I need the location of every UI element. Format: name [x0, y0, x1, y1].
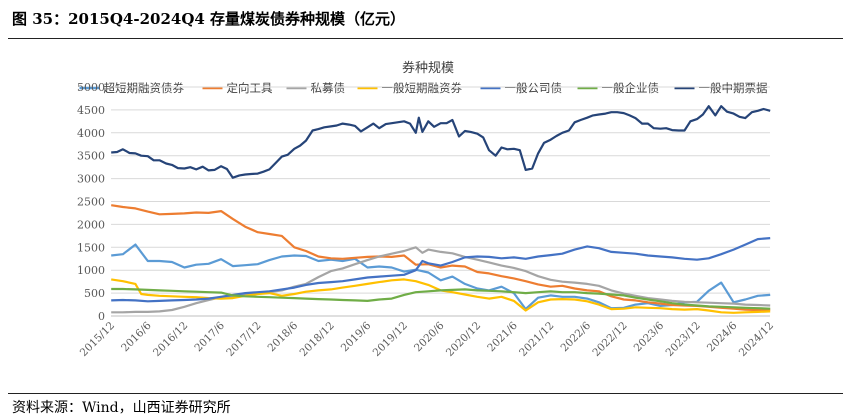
legend-item: 私募债 [286, 81, 346, 95]
legend-label: 一般短期融资券 [382, 81, 463, 95]
series-group [111, 105, 771, 314]
x-tick-label: 2021/6 [485, 319, 520, 354]
series-line-1 [111, 243, 771, 311]
series-line-2 [111, 204, 771, 312]
x-tick-label: 2024/12 [737, 320, 776, 359]
x-tick-label: 2023/6 [632, 319, 667, 354]
x-tick-label: 2022/12 [590, 320, 629, 359]
y-tick-label: 3500 [77, 150, 105, 163]
x-tick-label: 2022/6 [558, 319, 593, 354]
x-tick-label: 2017/12 [224, 320, 263, 359]
legend-label: 超短期融资债券 [104, 81, 185, 95]
x-tick-label: 2020/6 [412, 319, 447, 354]
x-tick-label: 2015/12 [78, 320, 117, 359]
source-note: 资料来源：Wind，山西证券研究所 [12, 400, 231, 416]
legend-item: 一般短期融资券 [357, 81, 463, 95]
y-tick-label: 2000 [77, 218, 105, 231]
legend-item: 一般公司债 [480, 81, 563, 95]
gridlines [111, 86, 770, 317]
legend-item: 定向工具 [202, 81, 273, 95]
chart-title: 券种规模 [402, 60, 454, 76]
x-tick-label: 2023/12 [664, 320, 703, 359]
y-tick-label: 4500 [77, 104, 105, 117]
x-tick-label: 2019/12 [371, 320, 410, 359]
legend: 超短期融资债券 定向工具 私募债 一般短期融资券 一般公司债 一般企业债 一般中期票据 [79, 81, 768, 95]
legend-label: 私募债 [311, 81, 346, 95]
series-line-5 [111, 237, 771, 303]
legend-item: 一般中期票据 [674, 81, 768, 95]
x-tick-label: 2021/12 [517, 320, 556, 359]
y-axis: 0 500 1000 1500 2000 2500 3000 3500 4000 4500 5000 [77, 81, 105, 323]
legend-label: 一般中期票据 [699, 81, 768, 95]
legend-label: 定向工具 [227, 81, 273, 95]
bottom-rule [8, 393, 843, 394]
y-tick-label: 1500 [77, 241, 105, 254]
x-tick-label: 2017/6 [192, 319, 227, 354]
legend-item: 一般企业债 [577, 81, 660, 95]
series-line-4 [111, 278, 771, 314]
y-tick-label: 4000 [77, 127, 105, 140]
y-tick-label: 5000 [77, 81, 105, 94]
x-tick-label: 2016/12 [151, 320, 190, 359]
series-line-6 [111, 287, 771, 310]
x-tick-label: 2019/6 [339, 319, 374, 354]
line-chart: 券种规模 超短期融资债券 定向工具 私募债 一般短期融资券 一般公司债 一般企业债 一般中期… [77, 60, 776, 359]
y-tick-label: 0 [98, 310, 105, 323]
y-tick-label: 2500 [77, 196, 105, 209]
y-tick-label: 500 [84, 287, 105, 300]
x-tick-label: 2024/6 [705, 319, 740, 354]
legend-label: 一般企业债 [602, 81, 660, 95]
top-rule [8, 38, 843, 39]
y-tick-label: 1000 [77, 264, 105, 277]
series-line-7 [111, 105, 771, 179]
x-tick-label: 2018/12 [297, 320, 336, 359]
legend-item: 超短期融资债券 [79, 81, 185, 95]
x-tick-label: 2020/12 [444, 320, 483, 359]
figure-title: 图 35：2015Q4-2024Q4 存量煤炭债券种规模（亿元） [12, 10, 406, 28]
x-tick-label: 2018/6 [266, 319, 301, 354]
legend-label: 一般公司债 [505, 81, 563, 95]
y-tick-label: 3000 [77, 173, 105, 186]
x-tick-label: 2016/6 [119, 319, 154, 354]
